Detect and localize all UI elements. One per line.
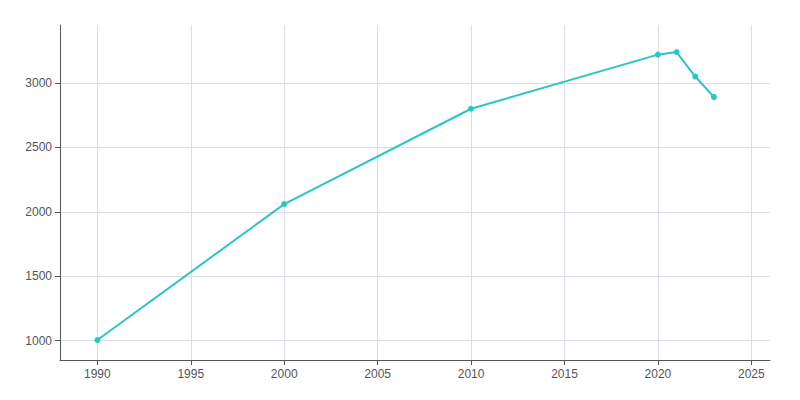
svg-text:1995: 1995	[177, 367, 204, 381]
svg-text:2020: 2020	[645, 367, 672, 381]
svg-text:2000: 2000	[25, 205, 52, 219]
svg-text:2000: 2000	[271, 367, 298, 381]
svg-text:2500: 2500	[25, 140, 52, 154]
svg-text:1990: 1990	[84, 367, 111, 381]
svg-text:1500: 1500	[25, 269, 52, 283]
svg-text:3000: 3000	[25, 76, 52, 90]
svg-text:2005: 2005	[364, 367, 391, 381]
svg-text:2025: 2025	[738, 367, 765, 381]
svg-text:1000: 1000	[25, 334, 52, 348]
svg-text:2010: 2010	[458, 367, 485, 381]
svg-text:2015: 2015	[551, 367, 578, 381]
